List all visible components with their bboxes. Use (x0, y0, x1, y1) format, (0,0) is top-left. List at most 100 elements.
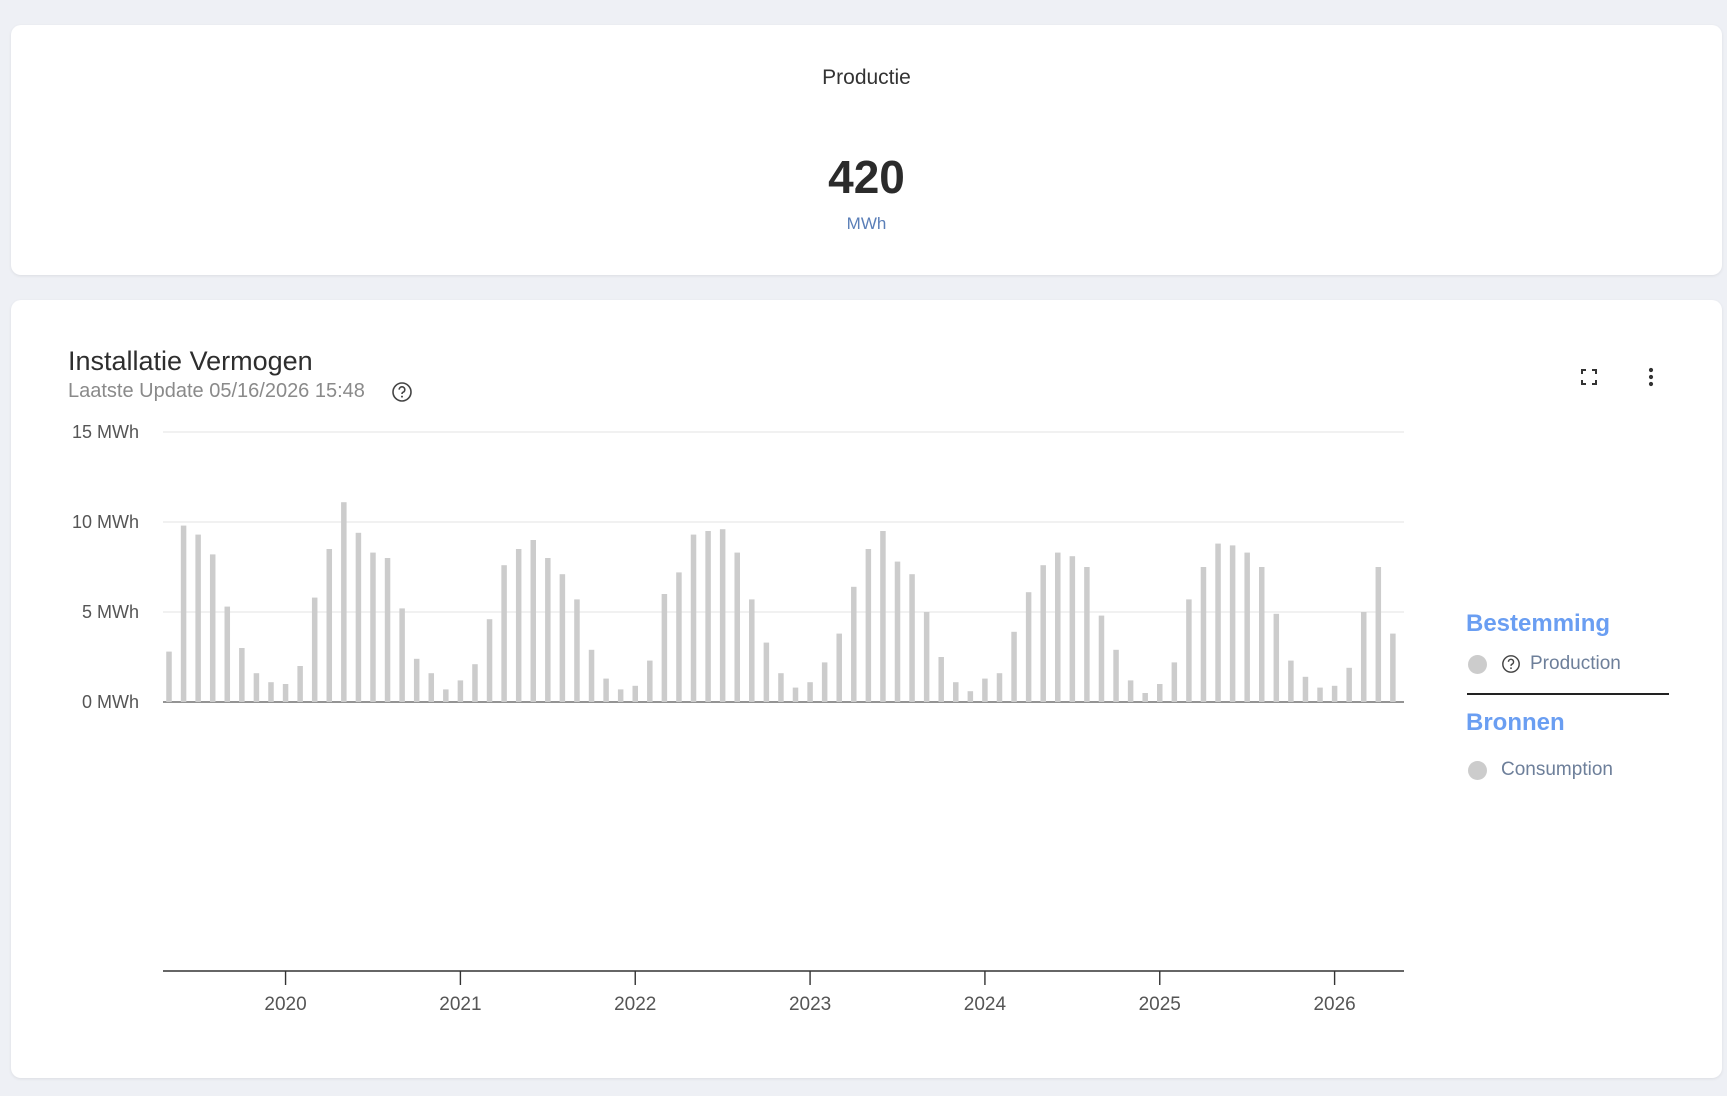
bar[interactable] (763, 642, 770, 702)
bar[interactable] (355, 532, 362, 702)
bar[interactable] (792, 687, 799, 702)
bar[interactable] (413, 658, 420, 702)
bar[interactable] (617, 689, 624, 702)
bar[interactable] (1098, 615, 1105, 702)
bar[interactable] (1346, 667, 1352, 702)
bar[interactable] (486, 619, 493, 702)
bar[interactable] (472, 664, 478, 702)
bar[interactable] (967, 691, 974, 702)
bar[interactable] (938, 657, 944, 702)
bar[interactable] (443, 689, 449, 702)
bar[interactable] (341, 502, 347, 702)
bar[interactable] (239, 648, 245, 702)
bar[interactable] (647, 660, 653, 702)
bar[interactable] (1229, 545, 1236, 702)
bar[interactable] (1011, 631, 1017, 702)
bar[interactable] (370, 552, 376, 702)
bar[interactable] (297, 666, 303, 702)
bar[interactable] (574, 599, 580, 702)
bar[interactable] (1142, 693, 1148, 702)
bar[interactable] (894, 561, 901, 702)
production-kpi-card: Productie 420 MWh (11, 25, 1722, 275)
bar[interactable] (778, 673, 784, 702)
bar[interactable] (749, 599, 755, 702)
bar[interactable] (705, 531, 711, 702)
x-tick-label: 2024 (964, 994, 1007, 1015)
bar[interactable] (923, 612, 930, 702)
bar[interactable] (253, 673, 260, 702)
x-tick-label: 2021 (439, 994, 481, 1015)
x-tick-label: 2023 (789, 994, 831, 1015)
x-tick-label: 2026 (1313, 994, 1355, 1015)
bar[interactable] (1084, 567, 1090, 702)
bar[interactable] (1200, 567, 1207, 702)
kpi-unit: MWh (846, 214, 887, 233)
bar[interactable] (1259, 567, 1265, 702)
bar[interactable] (690, 534, 697, 702)
bar[interactable] (1186, 599, 1192, 702)
bar[interactable] (982, 678, 988, 702)
more-vert-icon[interactable] (1635, 361, 1667, 393)
bar[interactable] (166, 651, 172, 702)
bar[interactable] (676, 572, 682, 702)
bar[interactable] (224, 606, 231, 702)
bar[interactable] (384, 558, 391, 702)
bar[interactable] (909, 574, 915, 702)
expand-icon[interactable] (1573, 361, 1605, 393)
bar[interactable] (1069, 556, 1076, 702)
bar[interactable] (734, 552, 740, 702)
question-circle-icon[interactable] (391, 381, 413, 403)
legend-item-production[interactable]: Production (1466, 653, 1676, 675)
bar[interactable] (865, 549, 872, 702)
bar[interactable] (807, 682, 813, 702)
bar[interactable] (719, 529, 726, 702)
question-circle-icon[interactable] (1501, 654, 1521, 674)
bar[interactable] (1273, 613, 1280, 702)
bar[interactable] (1025, 592, 1032, 702)
bar[interactable] (821, 662, 828, 702)
bar[interactable] (1375, 567, 1382, 702)
bar[interactable] (851, 586, 857, 702)
last-update-text: Laatste Update 05/16/2026 15:48 (68, 380, 365, 402)
bar[interactable] (1317, 687, 1323, 702)
bar[interactable] (661, 594, 668, 702)
bar[interactable] (836, 633, 842, 702)
bar[interactable] (530, 540, 537, 702)
bar[interactable] (399, 608, 405, 702)
bar[interactable] (180, 525, 187, 702)
bar[interactable] (1157, 684, 1163, 702)
legend-item-consumption[interactable]: Consumption (1466, 759, 1676, 781)
bar[interactable] (545, 558, 551, 702)
bar[interactable] (268, 682, 274, 702)
bar[interactable] (880, 531, 886, 702)
bar[interactable] (1040, 565, 1046, 702)
bar[interactable] (1390, 633, 1396, 702)
bar[interactable] (1331, 685, 1338, 702)
bar[interactable] (996, 673, 1003, 702)
bar[interactable] (588, 649, 595, 702)
bar[interactable] (1244, 552, 1250, 702)
bar[interactable] (1127, 680, 1134, 702)
bar[interactable] (195, 534, 201, 702)
bar[interactable] (326, 549, 333, 702)
bar[interactable] (559, 574, 566, 702)
bar[interactable] (1288, 660, 1294, 702)
bar[interactable] (603, 678, 609, 702)
bar[interactable] (311, 597, 318, 702)
bar[interactable] (1302, 676, 1309, 702)
bar[interactable] (501, 565, 507, 702)
installation-power-card: Installatie Vermogen Laatste Update 05/1… (11, 300, 1722, 1078)
bar[interactable] (515, 549, 522, 702)
bar[interactable] (282, 684, 289, 702)
bar[interactable] (1113, 649, 1119, 702)
bar[interactable] (209, 554, 216, 702)
bar[interactable] (1171, 662, 1178, 702)
y-tick-label: 5 MWh (82, 602, 139, 622)
bar[interactable] (632, 685, 638, 702)
bar[interactable] (457, 680, 464, 702)
bar[interactable] (1215, 543, 1221, 702)
bar[interactable] (1360, 612, 1367, 702)
bar[interactable] (428, 673, 435, 702)
bar[interactable] (1055, 552, 1061, 702)
bar[interactable] (953, 682, 959, 702)
